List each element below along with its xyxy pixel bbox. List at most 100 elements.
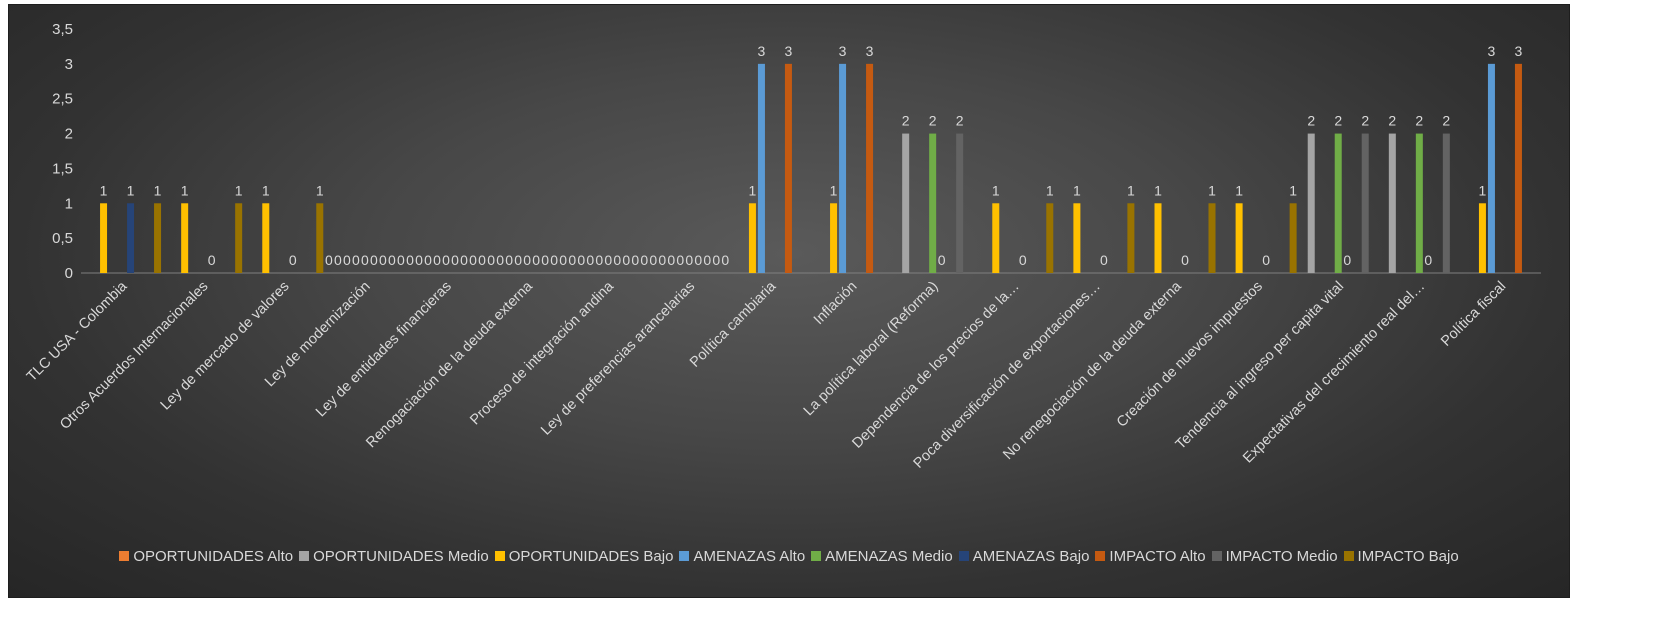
- legend-swatch: [1211, 551, 1222, 561]
- x-tick-label: Proceso de integración andina: [467, 278, 617, 428]
- data-label: 0: [496, 252, 504, 268]
- data-label: 2: [1334, 113, 1342, 129]
- data-label: 0: [388, 252, 396, 268]
- data-label: 1: [316, 182, 324, 198]
- bar: [1208, 203, 1216, 273]
- x-tick-label: Dependencia de los precios de la…: [849, 279, 1022, 452]
- data-label: 1: [1154, 182, 1162, 198]
- data-label: 0: [622, 252, 630, 268]
- data-label: 0: [712, 252, 720, 268]
- data-label: 1: [1235, 182, 1243, 198]
- bar: [1073, 203, 1081, 273]
- data-label: 0: [523, 252, 531, 268]
- data-label: 0: [586, 252, 594, 268]
- data-label: 0: [568, 252, 576, 268]
- bar: [181, 203, 189, 273]
- legend-item: AMENAZAS Alto: [679, 548, 805, 565]
- bar: [1514, 63, 1522, 273]
- data-label: 0: [343, 252, 351, 268]
- bar: [830, 203, 838, 273]
- bar: [1334, 133, 1342, 273]
- data-label: 0: [541, 252, 549, 268]
- bar: [929, 133, 937, 273]
- legend-swatch: [1095, 551, 1106, 561]
- bar: [1361, 133, 1369, 273]
- legend-swatch: [1343, 551, 1354, 561]
- legend-item: OPORTUNIDADES Bajo: [494, 548, 673, 565]
- data-label: 0: [721, 252, 729, 268]
- data-label: 0: [1262, 252, 1270, 268]
- bar: [992, 203, 1000, 273]
- y-tick-label: 1,5: [52, 160, 73, 177]
- y-tick-label: 1: [65, 195, 73, 212]
- bar: [902, 133, 910, 273]
- bar: [100, 203, 108, 273]
- data-label: 0: [487, 252, 495, 268]
- data-label: 0: [379, 252, 387, 268]
- legend-item: OPORTUNIDADES Alto: [119, 548, 293, 565]
- data-label: 1: [830, 182, 838, 198]
- legend-item: IMPACTO Alto: [1095, 547, 1206, 565]
- legend-item: IMPACTO Medio: [1211, 548, 1338, 565]
- data-label: 1: [181, 182, 189, 198]
- data-label: 3: [785, 43, 793, 59]
- legend-label: IMPACTO Alto: [1109, 547, 1206, 565]
- data-label: 0: [433, 252, 441, 268]
- data-label: 0: [649, 252, 657, 268]
- data-label: 0: [532, 252, 540, 268]
- data-label: 0: [442, 252, 450, 268]
- data-label: 0: [460, 252, 468, 268]
- y-tick-label: 2,5: [52, 91, 73, 108]
- data-label: 0: [1019, 252, 1027, 268]
- bar: [1478, 203, 1486, 273]
- data-label: 1: [992, 182, 1000, 198]
- x-tick-label: Inflación: [811, 279, 861, 329]
- legend-swatch: [811, 551, 822, 561]
- legend-label: OPORTUNIDADES Alto: [133, 547, 294, 565]
- bar: [1487, 63, 1495, 273]
- data-label: 0: [325, 252, 333, 268]
- data-label: 0: [1181, 252, 1189, 268]
- data-label: 1: [154, 182, 162, 198]
- x-tick-label: Ley de mercado de valores: [158, 279, 293, 414]
- bar: [1127, 203, 1135, 273]
- data-label: 1: [1073, 182, 1081, 198]
- data-label: 2: [956, 113, 964, 129]
- data-label: 0: [208, 252, 216, 268]
- data-label: 1: [235, 182, 243, 198]
- data-label: 0: [667, 252, 675, 268]
- data-label: 2: [1388, 113, 1396, 129]
- bar: [127, 203, 135, 273]
- bar: [839, 63, 847, 273]
- data-label: 1: [1479, 182, 1487, 198]
- legend-swatch: [958, 551, 969, 561]
- data-label: 0: [415, 252, 423, 268]
- legend-swatch: [119, 551, 130, 561]
- bar: [748, 203, 756, 273]
- legend-item: OPORTUNIDADES Medio: [299, 548, 489, 565]
- data-label: 1: [1127, 182, 1135, 198]
- data-label: 0: [361, 252, 369, 268]
- data-label: 2: [902, 113, 910, 129]
- legend-swatch: [494, 551, 505, 561]
- x-tick-label: Política cambiaria: [687, 278, 780, 371]
- data-label: 1: [1046, 182, 1054, 198]
- data-label: 0: [469, 252, 477, 268]
- data-label: 3: [1515, 43, 1523, 59]
- data-label: 0: [604, 252, 612, 268]
- data-label: 0: [938, 252, 946, 268]
- bar: [235, 203, 243, 273]
- data-label: 3: [1488, 43, 1496, 59]
- data-label: 0: [289, 252, 297, 268]
- y-tick-label: 2: [65, 126, 73, 143]
- data-label: 0: [676, 252, 684, 268]
- data-label: 0: [370, 252, 378, 268]
- bar: [262, 203, 270, 273]
- data-label: 0: [550, 252, 558, 268]
- data-label: 0: [334, 252, 342, 268]
- data-label: 0: [478, 252, 486, 268]
- y-tick-label: 0: [65, 265, 73, 282]
- x-tick-label: Expectativas del crecimiento real del…: [1240, 279, 1428, 467]
- data-label: 0: [1424, 252, 1432, 268]
- data-label: 0: [694, 252, 702, 268]
